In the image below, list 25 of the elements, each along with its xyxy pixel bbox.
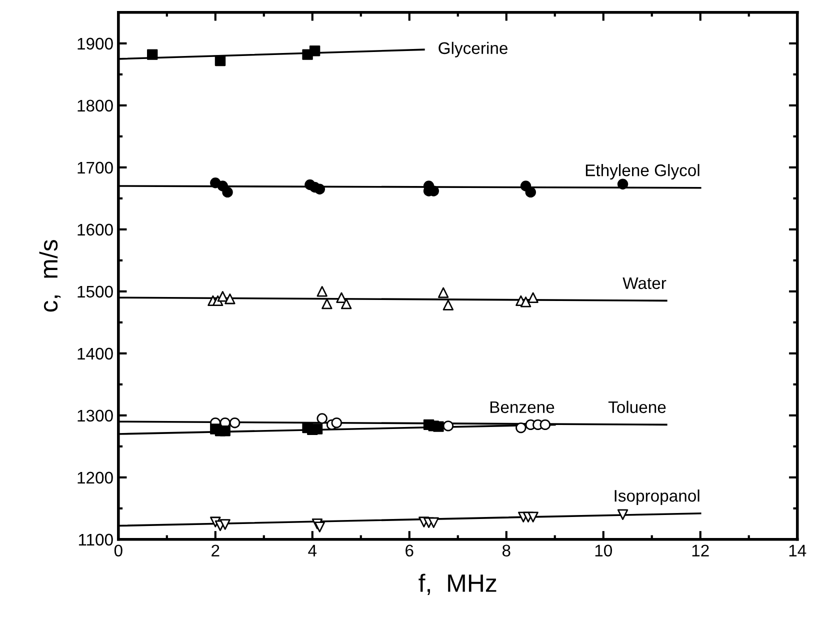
x-tick-label: 8 [502, 544, 510, 557]
x-axis-title: f, MHz [418, 574, 496, 596]
x-tick-label: 4 [308, 544, 317, 556]
y-tick-label: 1800 [78, 100, 113, 112]
x-tick-label: 12 [692, 544, 709, 556]
y-tick-label: 1100 [78, 534, 113, 546]
y-tick-label: 1400 [78, 348, 113, 360]
series-label: Glycerine [438, 42, 508, 58]
y-tick-label: 1900 [78, 38, 113, 50]
y-tick-label: 1300 [78, 410, 113, 422]
series-label: Benzene [490, 401, 554, 414]
y-tick-label: 1500 [78, 286, 113, 298]
series-label: Ethylene Glycol [586, 164, 700, 180]
x-tick-label: 2 [212, 544, 220, 556]
x-tick-label: 0 [114, 544, 122, 557]
series-label: Toluene [608, 400, 666, 414]
y-tick-label: 1200 [78, 472, 113, 484]
x-tick-label: 6 [406, 544, 414, 557]
series-label: Water [622, 277, 666, 290]
y-tick-label: 1700 [78, 162, 113, 174]
y-tick-label: 1600 [78, 224, 113, 236]
y-axis-title: c, m/s [39, 240, 61, 312]
series-label: Isopropanol [614, 489, 700, 506]
x-tick-label: 14 [789, 544, 806, 556]
x-tick-label: 10 [595, 544, 612, 557]
